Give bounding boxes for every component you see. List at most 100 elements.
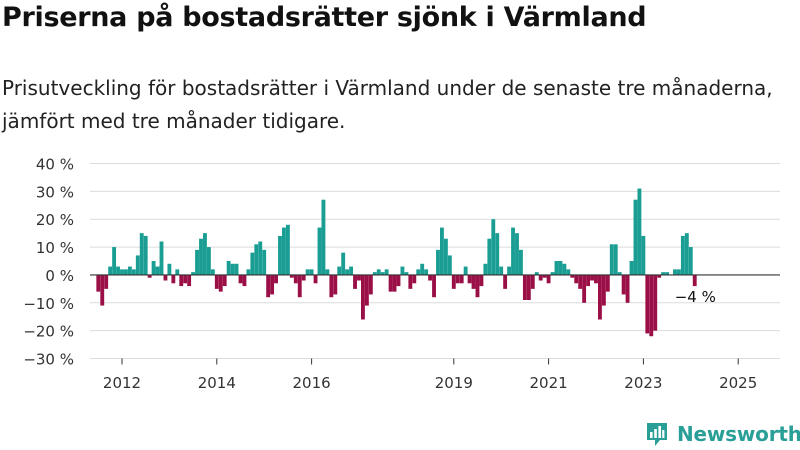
bar — [278, 235, 282, 275]
bar — [412, 274, 417, 284]
chart-title: Priserna på bostadsrätter sjönk i Värmla… — [2, 2, 647, 33]
y-tick-label: 0 % — [45, 267, 74, 285]
bar — [337, 266, 342, 275]
bar — [451, 274, 456, 289]
bar — [416, 269, 421, 275]
bar — [108, 266, 113, 275]
bar — [321, 199, 326, 275]
bar — [428, 274, 433, 281]
bar — [653, 274, 658, 331]
bar — [673, 269, 677, 275]
bar — [440, 227, 444, 275]
bar — [637, 188, 642, 275]
bar — [597, 274, 602, 320]
bar — [218, 274, 223, 292]
bar — [242, 274, 247, 287]
bar — [179, 274, 184, 287]
bar — [246, 269, 251, 275]
bar — [420, 263, 425, 275]
bar — [404, 272, 409, 275]
bar — [665, 272, 670, 275]
bar — [432, 274, 436, 298]
bar — [680, 235, 685, 275]
bar — [649, 274, 654, 337]
bar — [345, 269, 350, 275]
bar — [309, 269, 314, 275]
bar — [519, 249, 523, 275]
bar — [530, 274, 535, 289]
bar — [199, 238, 203, 275]
bar — [574, 274, 579, 284]
bar — [100, 274, 105, 306]
bar — [629, 261, 634, 275]
bar — [645, 274, 650, 334]
bar — [578, 274, 583, 289]
bar — [392, 274, 397, 292]
x-tick-label: 2023 — [624, 374, 662, 392]
bar — [183, 274, 188, 284]
bar — [554, 261, 559, 275]
bar — [613, 244, 618, 275]
bar — [621, 274, 626, 295]
bar — [325, 269, 330, 275]
bar — [349, 266, 354, 275]
bar — [143, 235, 148, 275]
bar — [131, 269, 136, 275]
bar — [594, 274, 598, 284]
last-value-annotation: −4 % — [675, 288, 716, 306]
bar-chart: −30 % −20 % −10 % 0 % 10 % 20 % 30 % 40 % 2012 20… — [23, 156, 780, 392]
bar — [384, 269, 389, 275]
bar — [688, 247, 693, 275]
bar — [368, 274, 373, 295]
bar — [353, 274, 357, 289]
bar — [566, 269, 571, 275]
bar — [376, 269, 381, 275]
bar — [657, 274, 662, 278]
x-tick-label: 2025 — [719, 374, 757, 392]
bar — [214, 274, 219, 289]
x-tick-label: 2016 — [293, 374, 331, 392]
bar — [139, 233, 144, 275]
bar — [147, 274, 152, 278]
bar — [254, 244, 259, 275]
bar — [558, 261, 563, 275]
bar — [163, 274, 168, 281]
x-tick-label: 2012 — [103, 374, 141, 392]
bar — [605, 274, 610, 292]
bar — [617, 272, 622, 275]
bar — [222, 274, 227, 287]
bar — [297, 274, 302, 298]
bar — [495, 233, 500, 275]
brand-name: Newsworthy — [677, 422, 800, 446]
bar — [550, 272, 555, 275]
bar — [511, 227, 515, 275]
bar — [436, 249, 440, 275]
y-tick-label: 10 % — [36, 239, 74, 257]
bar — [135, 255, 140, 275]
bar — [447, 255, 452, 275]
bar — [542, 274, 547, 278]
bar — [590, 274, 594, 281]
bar — [124, 269, 128, 275]
bar — [633, 199, 638, 275]
bar — [625, 274, 630, 303]
y-tick-label: 40 % — [36, 156, 74, 174]
bar-chart-icon — [647, 423, 667, 446]
bar — [203, 233, 207, 275]
bar — [491, 219, 496, 275]
bar — [499, 266, 504, 275]
bar — [104, 274, 109, 289]
bar — [301, 274, 306, 281]
bar — [234, 263, 239, 275]
bar — [159, 241, 164, 275]
bar — [507, 266, 512, 275]
bar — [230, 263, 235, 275]
bar — [522, 274, 527, 300]
bar — [641, 235, 646, 275]
x-tick-label: 2021 — [530, 374, 568, 392]
bar — [562, 263, 567, 275]
bar — [586, 274, 591, 287]
bar — [503, 274, 508, 289]
y-tick-label: 20 % — [36, 211, 74, 229]
bar — [282, 227, 286, 275]
